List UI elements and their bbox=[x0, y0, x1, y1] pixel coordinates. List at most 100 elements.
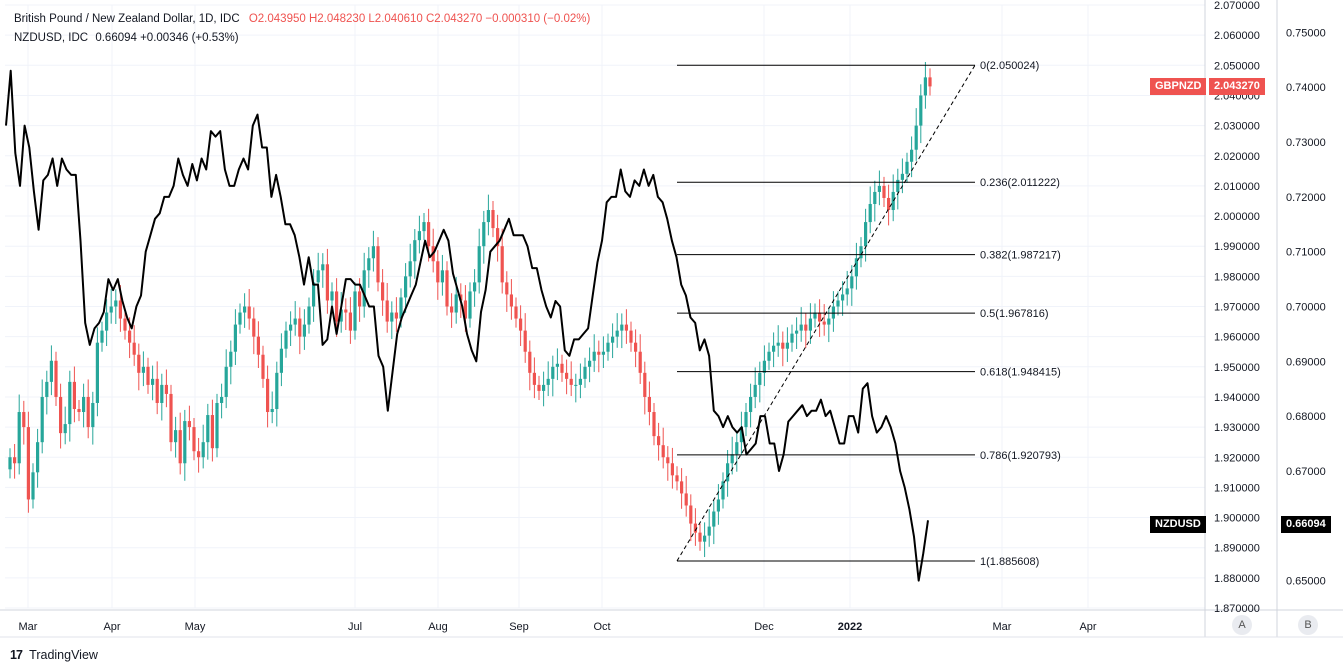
tradingview-branding[interactable]: 17 TradingView bbox=[10, 648, 98, 662]
candle-body bbox=[574, 384, 578, 386]
candle-body bbox=[923, 77, 927, 96]
candle-body bbox=[588, 360, 592, 367]
candle-body bbox=[105, 312, 109, 331]
candle-body bbox=[882, 185, 886, 198]
candle-body bbox=[358, 291, 362, 307]
candle-body bbox=[445, 270, 449, 307]
candle-body bbox=[900, 173, 904, 180]
candle-body bbox=[164, 384, 168, 394]
left-axis-tick-label: 1.990000 bbox=[1214, 241, 1260, 253]
candle-body bbox=[519, 318, 523, 331]
candle-body bbox=[767, 351, 771, 361]
candle-body bbox=[868, 203, 872, 223]
candle-body bbox=[77, 409, 81, 413]
candle-body bbox=[335, 291, 339, 322]
candle-body bbox=[316, 270, 320, 283]
candle-body bbox=[22, 412, 26, 428]
candle-body bbox=[790, 333, 794, 343]
candle-body bbox=[408, 261, 412, 277]
legend-overlay-row: NZDUSD, IDC 0.66094 +0.00346 (+0.53%) bbox=[14, 29, 590, 48]
time-axis-label: Mar bbox=[993, 621, 1012, 633]
candle-body bbox=[473, 282, 477, 292]
candle-body bbox=[597, 351, 601, 355]
candle-body bbox=[141, 366, 145, 373]
candle-body bbox=[289, 324, 293, 331]
candle-body bbox=[109, 306, 113, 313]
candle-body bbox=[381, 282, 385, 301]
candle-body bbox=[698, 532, 702, 542]
candle-body bbox=[192, 427, 196, 452]
left-axis-auto-button[interactable]: A bbox=[1232, 615, 1252, 635]
candle-body bbox=[348, 312, 352, 331]
left-axis-tick-label: 1.890000 bbox=[1214, 543, 1260, 555]
candle-body bbox=[542, 384, 546, 391]
candle-body bbox=[270, 409, 274, 413]
left-axis-tick-label: 1.950000 bbox=[1214, 362, 1260, 374]
time-axis-label: Apr bbox=[103, 621, 120, 633]
candle-body bbox=[873, 191, 877, 204]
tradingview-logo-icon: 17 bbox=[10, 648, 23, 662]
candle-body bbox=[13, 457, 17, 464]
candle-body bbox=[82, 396, 86, 413]
candle-body bbox=[730, 454, 734, 464]
candle-body bbox=[68, 381, 72, 425]
candle-body bbox=[206, 415, 210, 443]
candle-body bbox=[353, 291, 357, 331]
candle-body bbox=[721, 481, 725, 500]
candle-body bbox=[247, 306, 251, 319]
candle-body bbox=[54, 360, 58, 397]
time-axis-label: 2022 bbox=[838, 621, 862, 633]
left-axis-tick-label: 1.930000 bbox=[1214, 422, 1260, 434]
fib-trend-line[interactable] bbox=[676, 64, 976, 562]
candle-body bbox=[36, 442, 40, 473]
candle-body bbox=[689, 505, 693, 524]
time-axis-label: Apr bbox=[1079, 621, 1096, 633]
candle-body bbox=[450, 306, 454, 313]
candle-body bbox=[739, 427, 743, 443]
candle-body bbox=[399, 297, 403, 319]
candle-body bbox=[781, 342, 785, 349]
chart-legend: British Pound / New Zealand Dollar, 1D, … bbox=[14, 10, 590, 48]
candle-body bbox=[307, 306, 311, 325]
candle-body bbox=[859, 246, 863, 259]
candle-body bbox=[509, 294, 513, 307]
candle-body bbox=[404, 276, 408, 298]
candle-body bbox=[569, 378, 573, 385]
left-axis-tick-label: 2.060000 bbox=[1214, 30, 1260, 42]
time-axis-label: Oct bbox=[593, 621, 610, 633]
left-axis-tick-label: 1.920000 bbox=[1214, 452, 1260, 464]
left-axis-tick-label: 2.010000 bbox=[1214, 181, 1260, 193]
candle-body bbox=[238, 312, 242, 325]
nzdusd-price-tag: 0.66094 bbox=[1281, 516, 1331, 533]
candle-body bbox=[169, 393, 173, 443]
right-axis-tick-label: 0.70000 bbox=[1286, 302, 1326, 314]
candle-body bbox=[40, 396, 44, 443]
candle-body bbox=[592, 351, 596, 361]
right-axis-auto-button[interactable]: B bbox=[1298, 615, 1318, 635]
time-axis-label: Mar bbox=[19, 621, 38, 633]
candle-body bbox=[795, 330, 799, 334]
candle-body bbox=[344, 309, 348, 313]
candle-body bbox=[160, 384, 164, 403]
candle-body bbox=[394, 312, 398, 319]
candle-body bbox=[367, 258, 371, 271]
candle-body bbox=[546, 378, 550, 385]
right-axis-tick-label: 0.67000 bbox=[1286, 466, 1326, 478]
time-axis-label: Dec bbox=[754, 621, 774, 633]
candle-body bbox=[155, 378, 159, 403]
candle-body bbox=[772, 345, 776, 352]
candle-body bbox=[427, 222, 431, 247]
candle-body bbox=[684, 493, 688, 506]
candle-body bbox=[611, 336, 615, 343]
candle-body bbox=[413, 240, 417, 262]
candle-body bbox=[233, 324, 237, 352]
candle-body bbox=[643, 372, 647, 397]
candle-body bbox=[215, 402, 219, 449]
candle-body bbox=[146, 366, 150, 385]
candle-body bbox=[914, 125, 918, 150]
left-axis-tick-label: 2.070000 bbox=[1214, 0, 1260, 12]
candle-body bbox=[440, 270, 444, 283]
right-axis-tick-label: 0.65000 bbox=[1286, 576, 1326, 588]
candle-body bbox=[896, 179, 900, 192]
